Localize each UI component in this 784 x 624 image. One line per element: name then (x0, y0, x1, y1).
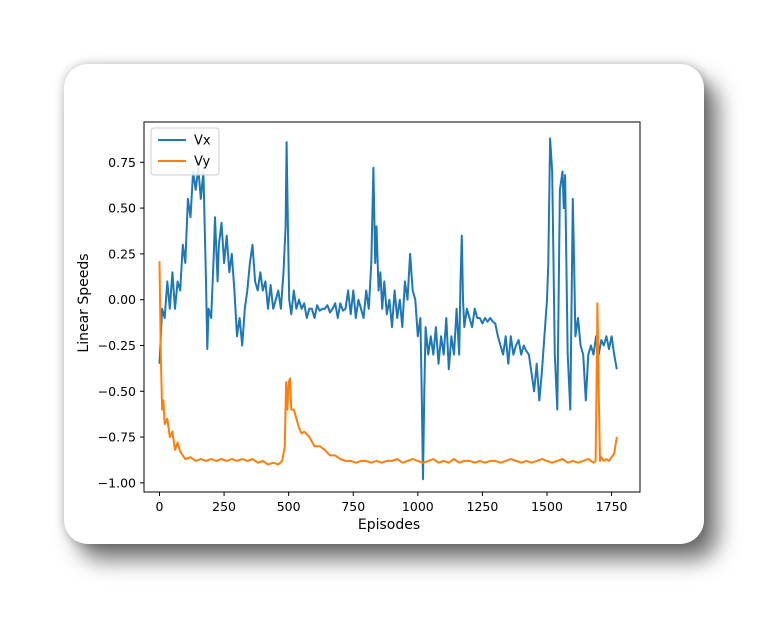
x-tick-label: 0 (156, 499, 164, 514)
x-tick-label: 1250 (467, 499, 499, 514)
plot-lines (158, 137, 618, 481)
y-tick-label: 0.00 (108, 292, 136, 307)
y-tick-label: −0.25 (98, 338, 136, 353)
x-tick-label: 250 (212, 499, 236, 514)
legend: Vx Vy (150, 127, 220, 176)
y-tick-label: −0.50 (98, 384, 136, 399)
x-axis-label: Episodes (358, 517, 420, 533)
legend-label-vy: Vy (194, 155, 211, 170)
x-tick-label: 1500 (531, 499, 563, 514)
x-tick-label: 1000 (402, 499, 434, 514)
y-tick-label: 0.50 (108, 201, 136, 216)
plot-frame (143, 121, 641, 493)
x-tick-label: 500 (277, 499, 301, 514)
series-line-vy (158, 261, 618, 466)
x-axis: 0 250 500 750 1000 1250 1500 1750 (156, 492, 628, 514)
y-axis: −1.00 −0.75 −0.50 −0.25 0.00 0.25 0.50 0.75 (98, 155, 144, 490)
x-tick-label: 750 (341, 499, 365, 514)
y-tick-label: −1.00 (98, 475, 136, 490)
x-tick-label: 1750 (596, 499, 628, 514)
y-tick-label: 0.75 (108, 155, 136, 170)
y-axis-label: Linear Speeds (76, 253, 92, 352)
y-tick-label: −0.75 (98, 430, 136, 445)
series-line-vx (158, 137, 618, 481)
legend-label-vx: Vx (194, 134, 211, 149)
y-tick-label: 0.25 (108, 246, 136, 261)
